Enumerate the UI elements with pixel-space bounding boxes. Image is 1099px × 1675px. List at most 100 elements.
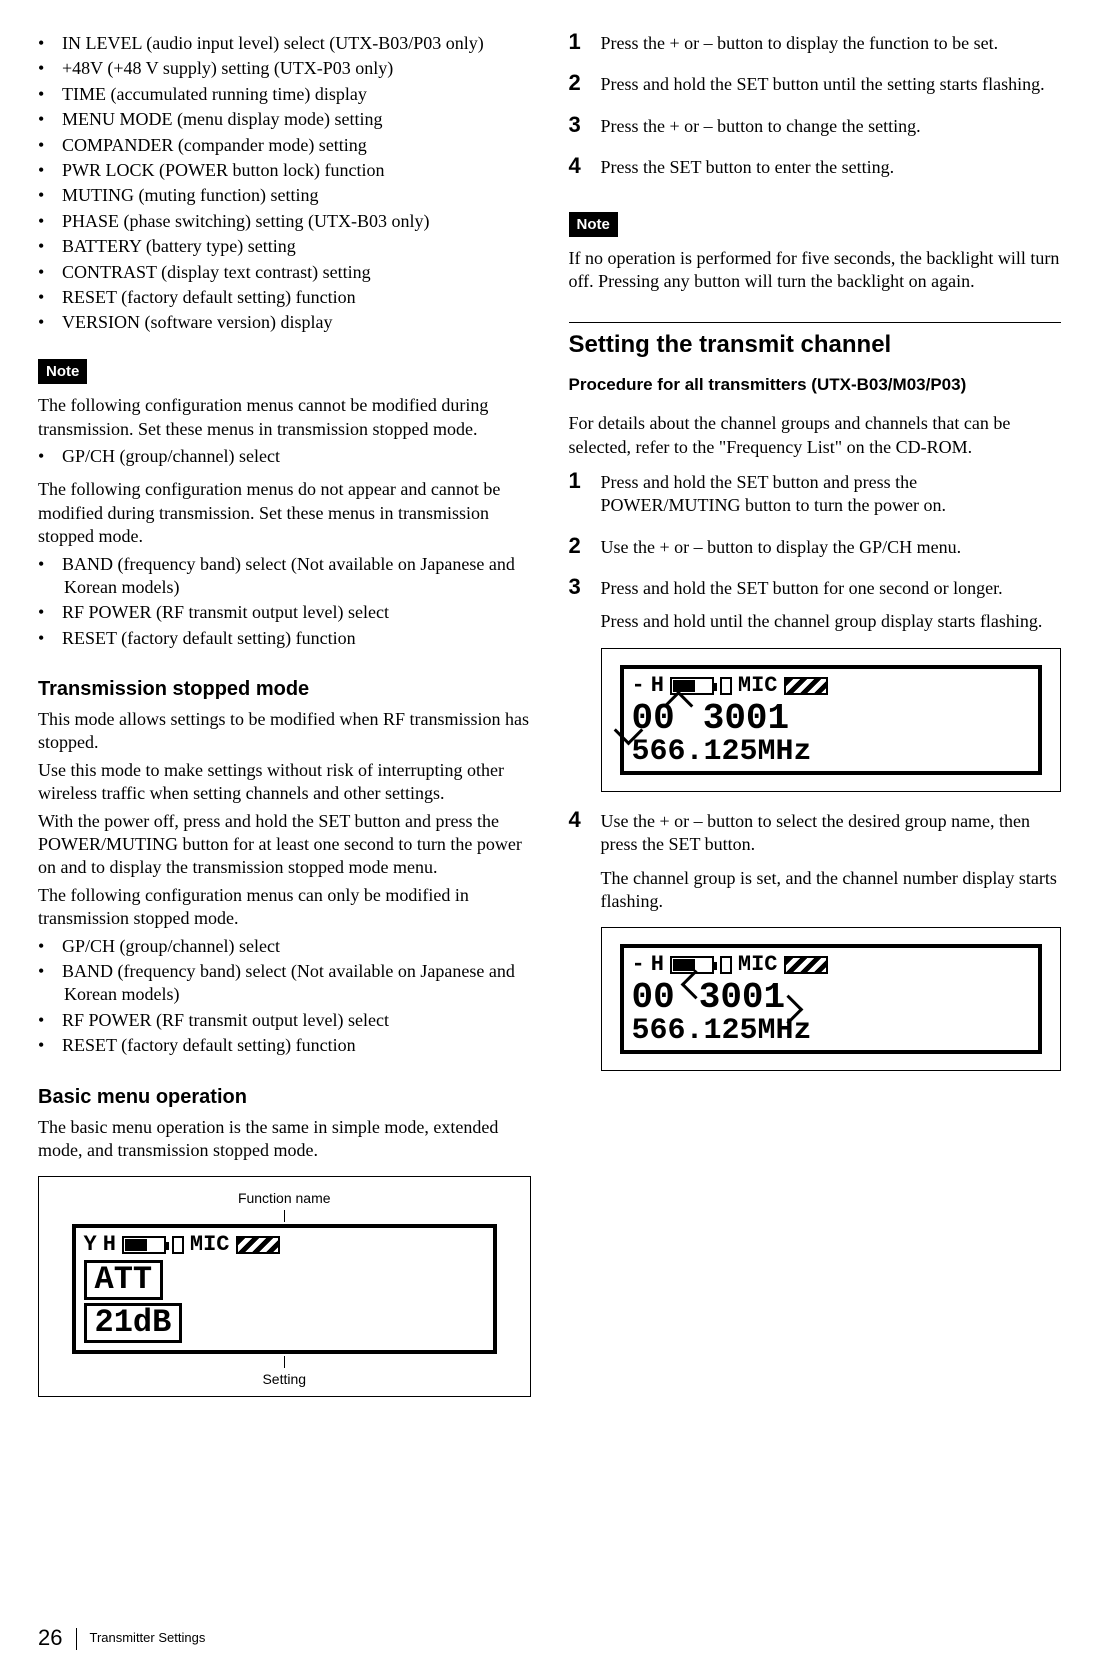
list-item: MENU MODE (menu display mode) setting xyxy=(42,108,531,131)
list-item: MUTING (muting function) setting xyxy=(42,184,531,207)
pointer-line xyxy=(284,1356,285,1368)
page-footer: 26 Transmitter Settings xyxy=(38,1624,205,1653)
tsm-bullets: GP/CH (group/channel) selectBAND (freque… xyxy=(38,935,531,1058)
list-item: +48V (+48 V supply) setting (UTX-P03 onl… xyxy=(42,57,531,80)
top-bullet-list: IN LEVEL (audio input level) select (UTX… xyxy=(38,32,531,335)
steps-list-b: Press and hold the SET button and press … xyxy=(569,471,1062,1072)
step-item: Press the + or – button to change the se… xyxy=(569,115,1062,138)
lcd-channel-flashing: 3001 xyxy=(699,980,785,1016)
note-label: Note xyxy=(569,212,618,238)
lcd-group-flashing: 00 xyxy=(632,701,675,737)
divider-icon xyxy=(172,1236,184,1254)
right-column: Press the + or – button to display the f… xyxy=(569,32,1062,1409)
note-label: Note xyxy=(38,359,87,385)
page-number: 26 xyxy=(38,1624,62,1653)
lcd-channel: 3001 xyxy=(703,701,789,737)
list-item: IN LEVEL (audio input level) select (UTX… xyxy=(42,32,531,55)
tsm-p2: Use this mode to make settings without r… xyxy=(38,759,531,806)
figure-bottom-label: Setting xyxy=(53,1370,516,1388)
tsm-heading: Transmission stopped mode xyxy=(38,676,531,702)
step-subtext: Press and hold until the channel group d… xyxy=(601,610,1062,633)
lcd-display: YH MIC ATT 21dB xyxy=(72,1224,498,1354)
note-bullets-1: GP/CH (group/channel) select xyxy=(38,445,531,468)
lcd-prefix: - xyxy=(632,954,645,976)
step-item: Press the SET button to enter the settin… xyxy=(569,156,1062,179)
list-item: TIME (accumulated running time) display xyxy=(42,83,531,106)
step-subtext: The channel group is set, and the channe… xyxy=(601,867,1062,914)
lcd-group: 00 xyxy=(632,980,675,1016)
list-item: PHASE (phase switching) setting (UTX-B03… xyxy=(42,210,531,233)
lcd-channel-row: 00 3001 xyxy=(632,701,1031,737)
list-item: RESET (factory default setting) function xyxy=(42,286,531,309)
note-paragraph-2: The following configuration menus do not… xyxy=(38,478,531,548)
lcd-frequency: 566.125MHz xyxy=(632,1016,1031,1046)
tsm-p4: The following configuration menus can on… xyxy=(38,884,531,931)
note-paragraph: The following configuration menus cannot… xyxy=(38,394,531,441)
lcd-mic: MIC xyxy=(738,954,778,976)
divider-icon xyxy=(720,677,732,695)
signal-icon xyxy=(784,956,828,974)
note-bullets-2: BAND (frequency band) select (Not availa… xyxy=(38,553,531,651)
signal-icon xyxy=(236,1236,280,1254)
intro-paragraph: For details about the channel groups and… xyxy=(569,412,1062,459)
list-item: VERSION (software version) display xyxy=(42,311,531,334)
tsm-p3: With the power off, press and hold the S… xyxy=(38,810,531,880)
bmo-heading: Basic menu operation xyxy=(38,1084,531,1110)
step-item: Press and hold the SET button and press … xyxy=(569,471,1062,518)
list-item: RESET (factory default setting) function xyxy=(42,1034,531,1057)
procedure-subheading: Procedure for all transmitters (UTX-B03/… xyxy=(569,374,1062,396)
list-item: RESET (factory default setting) function xyxy=(42,627,531,650)
step-text: Use the + or – button to select the desi… xyxy=(601,811,1031,854)
list-item: CONTRAST (display text contrast) setting xyxy=(42,261,531,284)
lcd-mic: MIC xyxy=(190,1234,230,1256)
figure-basic-menu: Function name YH MIC ATT 21dB Setting xyxy=(38,1176,531,1396)
list-item: BATTERY (battery type) setting xyxy=(42,235,531,258)
footer-caption: Transmitter Settings xyxy=(76,1628,205,1650)
lcd-mic: MIC xyxy=(738,675,778,697)
lcd-status-row: -H MIC xyxy=(632,675,1031,697)
list-item: GP/CH (group/channel) select xyxy=(42,445,531,468)
step-item: Press the + or – button to display the f… xyxy=(569,32,1062,55)
lcd-setting-value: 21dB xyxy=(84,1303,183,1343)
lcd-function-name: ATT xyxy=(84,1260,164,1300)
lcd-status-row: YH MIC xyxy=(84,1234,486,1256)
list-item: BAND (frequency band) select (Not availa… xyxy=(42,960,531,1007)
page: IN LEVEL (audio input level) select (UTX… xyxy=(0,0,1099,1675)
lcd-channel-row: 00 3001 xyxy=(632,980,1031,1016)
left-column: IN LEVEL (audio input level) select (UTX… xyxy=(38,32,531,1409)
steps-list-a: Press the + or – button to display the f… xyxy=(569,32,1062,180)
two-column-layout: IN LEVEL (audio input level) select (UTX… xyxy=(38,32,1061,1409)
lcd-prefix: Y xyxy=(84,1234,97,1256)
divider-icon xyxy=(720,956,732,974)
list-item: GP/CH (group/channel) select xyxy=(42,935,531,958)
list-item: BAND (frequency band) select (Not availa… xyxy=(42,553,531,600)
lcd-display: -H MIC 00 3001 566.125MHz xyxy=(620,665,1043,775)
section-heading: Setting the transmit channel xyxy=(569,322,1062,360)
list-item: RF POWER (RF transmit output level) sele… xyxy=(42,1009,531,1032)
step-item: Use the + or – button to select the desi… xyxy=(569,810,1062,1072)
note-paragraph: If no operation is performed for five se… xyxy=(569,247,1062,294)
figure-channel-group-flash: -H MIC 00 3001 566.125MHz xyxy=(601,648,1062,792)
bmo-paragraph: The basic menu operation is the same in … xyxy=(38,1116,531,1163)
figure-top-label: Function name xyxy=(53,1189,516,1207)
battery-icon xyxy=(122,1236,166,1254)
list-item: RF POWER (RF transmit output level) sele… xyxy=(42,601,531,624)
lcd-frequency: 566.125MHz xyxy=(632,737,1031,767)
lcd-h: H xyxy=(651,675,664,697)
lcd-prefix: - xyxy=(632,675,645,697)
list-item: PWR LOCK (POWER button lock) function xyxy=(42,159,531,182)
figure-channel-number-flash: -H MIC 00 3001 566.125MHz xyxy=(601,927,1062,1071)
step-item: Press and hold the SET button for one se… xyxy=(569,577,1062,792)
step-text: Use the + or – button to display the GP/… xyxy=(601,537,962,557)
signal-icon xyxy=(784,677,828,695)
lcd-display: -H MIC 00 3001 566.125MHz xyxy=(620,944,1043,1054)
list-item: COMPANDER (compander mode) setting xyxy=(42,134,531,157)
step-item: Use the + or – button to display the GP/… xyxy=(569,536,1062,559)
step-text: Press and hold the SET button for one se… xyxy=(601,578,1003,598)
lcd-h: H xyxy=(651,954,664,976)
step-item: Press and hold the SET button until the … xyxy=(569,73,1062,96)
lcd-h: H xyxy=(103,1234,116,1256)
pointer-line xyxy=(284,1210,285,1222)
tsm-p1: This mode allows settings to be modified… xyxy=(38,708,531,755)
step-text: Press and hold the SET button and press … xyxy=(601,472,946,515)
